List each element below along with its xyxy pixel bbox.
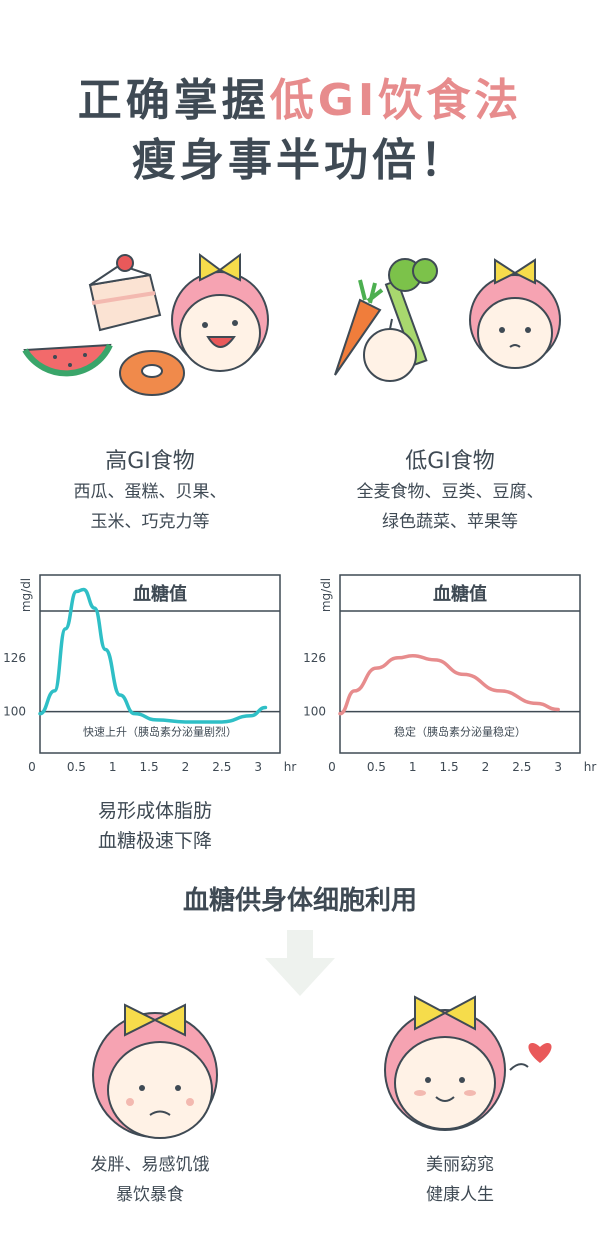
bottom-left-line1: 发胖、易感饥饿 — [90, 1155, 210, 1175]
x-axis-label: hr — [284, 760, 297, 774]
chart-annotation: 稳定（胰岛素分泌量稳定） — [394, 725, 526, 739]
x-tick-label: 2 — [482, 760, 490, 774]
bottom-right-line1: 美丽窈窕 — [426, 1155, 494, 1175]
down-arrow-icon — [265, 930, 335, 996]
y-tick-label: 100 — [303, 705, 326, 719]
x-axis-label: hr — [584, 760, 597, 774]
smiling-girl-icon — [384, 995, 506, 1131]
page-title-line2: 瘦身事半功倍！ — [132, 135, 468, 186]
x-tick-label: 3 — [254, 760, 262, 774]
x-tick-label: 0 — [28, 760, 36, 774]
high-gi-list-line1: 西瓜、蛋糕、贝果、 — [73, 482, 227, 502]
x-tick-label: 1 — [109, 760, 117, 774]
low-gi-chart: 血糖值 mg/dl 100 126 0 0.5 1 1.5 2 2.5 3 hr 稳定（胰岛素分泌量稳定… — [303, 574, 597, 774]
carrot-icon — [334, 279, 384, 376]
happy-girl-bottom-illustration — [384, 995, 552, 1131]
y-tick-label: 100 — [3, 705, 26, 719]
page-title-line1: 正确掌握低GI饮食法 — [0, 64, 600, 128]
donut-icon — [119, 350, 185, 396]
chart-frame — [39, 574, 281, 754]
sad-girl-icon — [92, 1003, 218, 1139]
bottom-right-line2: 健康人生 — [426, 1185, 494, 1205]
bottom-left-caption: 发胖、易感饥饿 暴饮暴食 — [40, 1150, 260, 1210]
low-gi-list: 全麦食物、豆类、豆腐、 绿色蔬菜、苹果等 — [300, 477, 600, 537]
y-tick-label: 126 — [3, 651, 26, 665]
high-gi-note-line1: 易形成体脂肪 — [97, 800, 212, 822]
title-prefix: 正确掌握 — [77, 75, 270, 126]
x-tick-label: 2 — [182, 760, 190, 774]
chart-title: 血糖值 — [133, 583, 187, 605]
heart-icon — [509, 1042, 552, 1071]
high-gi-chart: 血糖值 mg/dl 100 126 0 0.5 1 1.5 2 2.5 3 hr 快速上升（胰岛素分泌量… — [3, 574, 297, 774]
cake-icon — [88, 254, 162, 332]
low-gi-title: 低GI食物 — [405, 449, 495, 474]
x-tick-label: 0.5 — [367, 760, 386, 774]
celery-icon — [384, 258, 438, 366]
chart-title: 血糖值 — [433, 583, 487, 605]
low-gi-illustration — [334, 258, 561, 382]
bottom-right-caption: 美丽窈窕 健康人生 — [360, 1150, 560, 1210]
x-tick-label: 2.5 — [212, 760, 231, 774]
x-tick-label: 1.5 — [440, 760, 459, 774]
blood-sugar-caption: 血糖供身体细胞利用 — [182, 886, 417, 916]
high-gi-illustration — [22, 253, 269, 396]
high-gi-note-line2: 血糖极速下降 — [97, 830, 212, 852]
sad-girl-illustration — [92, 1003, 218, 1139]
blood-sugar-series-line — [38, 587, 268, 724]
high-gi-title: 高GI食物 — [105, 449, 195, 474]
chart-annotation: 快速上升（胰岛素分泌量剧烈） — [83, 725, 237, 739]
happy-girl-icon — [171, 253, 269, 372]
apple-icon — [363, 318, 417, 382]
y-axis-label: mg/dl — [19, 578, 33, 612]
y-axis-label: mg/dl — [319, 578, 333, 612]
x-tick-label: 1 — [409, 760, 417, 774]
x-tick-label: 1.5 — [140, 760, 159, 774]
x-tick-label: 2.5 — [512, 760, 531, 774]
x-tick-label: 3 — [554, 760, 562, 774]
low-gi-list-line2: 绿色蔬菜、苹果等 — [382, 512, 518, 532]
high-gi-list: 西瓜、蛋糕、贝果、 玉米、巧克力等 — [0, 477, 300, 537]
y-tick-label: 126 — [303, 651, 326, 665]
high-gi-note: 易形成体脂肪 血糖极速下降 — [35, 796, 275, 856]
bottom-left-line2: 暴饮暴食 — [116, 1185, 184, 1205]
title-accent: 低GI饮食法 — [269, 75, 523, 126]
chart-frame — [339, 574, 581, 754]
low-gi-list-line1: 全麦食物、豆类、豆腐、 — [356, 482, 544, 502]
x-tick-label: 0.5 — [67, 760, 86, 774]
watermelon-icon — [22, 343, 113, 377]
calm-girl-icon — [469, 258, 561, 369]
high-gi-list-line2: 玉米、巧克力等 — [90, 512, 210, 532]
blood-sugar-series-line — [338, 653, 560, 716]
x-tick-label: 0 — [328, 760, 336, 774]
